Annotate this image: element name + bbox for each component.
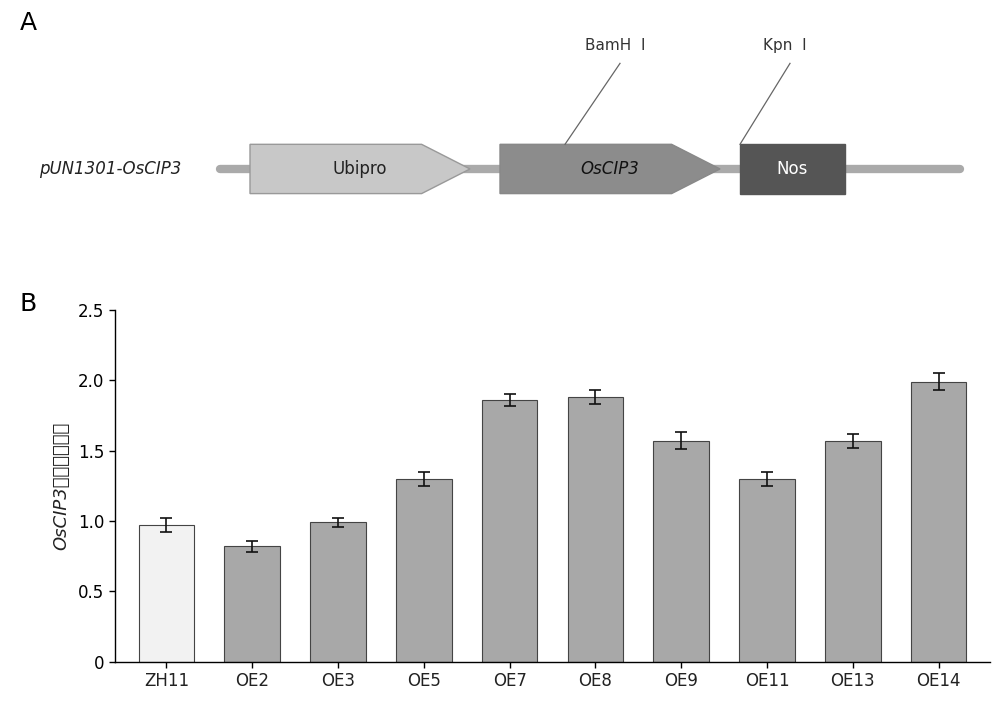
- Text: BamH  I: BamH I: [585, 38, 645, 53]
- Bar: [482, 400, 537, 662]
- Bar: [825, 441, 881, 662]
- Bar: [568, 397, 623, 662]
- Polygon shape: [500, 144, 720, 194]
- Text: OsCIP3: OsCIP3: [581, 160, 639, 178]
- Bar: [310, 522, 366, 662]
- Bar: [653, 441, 709, 662]
- Bar: [139, 525, 194, 662]
- Y-axis label: OsCIP3的相对表达量: OsCIP3的相对表达量: [52, 422, 70, 550]
- Bar: [911, 382, 966, 662]
- Bar: [739, 479, 795, 662]
- Bar: [396, 479, 452, 662]
- Text: B: B: [20, 292, 37, 316]
- Text: Kpn  I: Kpn I: [763, 38, 807, 53]
- Text: pUN1301-OsCIP3: pUN1301-OsCIP3: [39, 160, 181, 178]
- Text: Nos: Nos: [777, 160, 808, 178]
- Text: A: A: [20, 11, 37, 35]
- Bar: [224, 546, 280, 662]
- Polygon shape: [250, 144, 470, 194]
- Polygon shape: [740, 144, 845, 194]
- Text: Ubipro: Ubipro: [333, 160, 387, 178]
